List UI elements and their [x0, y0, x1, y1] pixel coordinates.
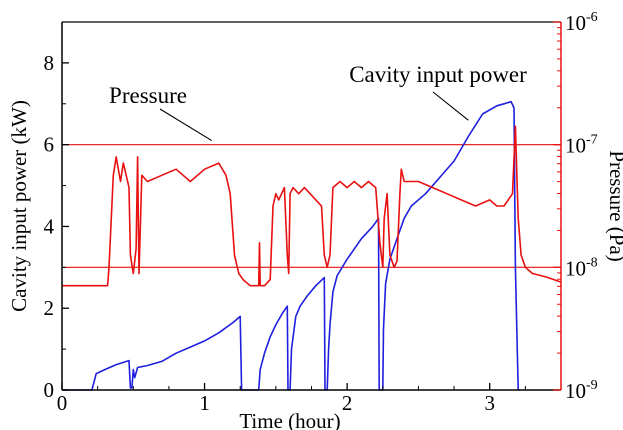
series-layer	[62, 100, 562, 391]
y2-tick-label: 10-9	[565, 378, 598, 403]
plot-background	[62, 22, 561, 390]
y-tick-label: 0	[44, 378, 55, 402]
y2-tick-label: 10-6	[565, 10, 598, 35]
annotation-label: Pressure	[109, 83, 187, 108]
y-tick-label: 8	[44, 51, 55, 75]
annotations: Pressure Cavity input power	[109, 62, 527, 142]
y-axis-ticks: 0 2 4 6 8	[44, 51, 69, 402]
y-tick-label: 4	[44, 214, 55, 238]
y2-tick-label: 10-7	[565, 133, 598, 158]
x-axis-title: Time (hour)	[239, 409, 340, 430]
y-tick-label: 2	[44, 296, 55, 320]
y2-tick-label: 10-8	[565, 255, 598, 280]
y-tick-label: 6	[44, 133, 55, 157]
x-tick-label: 3	[484, 391, 495, 415]
pressure-series-line	[62, 125, 562, 287]
annotation-leader	[159, 108, 212, 142]
x-tick-label: 0	[57, 391, 68, 415]
y2-axis-title: Pressure (Pa)	[605, 150, 623, 261]
y2-axis-ticks: 10-9 10-8 10-7 10-6	[553, 10, 598, 403]
x-tick-label: 1	[199, 391, 210, 415]
annotation-leader	[432, 91, 469, 121]
x-tick-label: 2	[342, 391, 353, 415]
y-axis-title: Cavity input power (kW)	[7, 100, 31, 312]
x-axis-ticks: 0 1 2 3	[57, 383, 526, 415]
reference-lines	[62, 144, 561, 268]
annotation-label: Cavity input power	[349, 62, 527, 87]
power-series-line	[62, 100, 520, 391]
